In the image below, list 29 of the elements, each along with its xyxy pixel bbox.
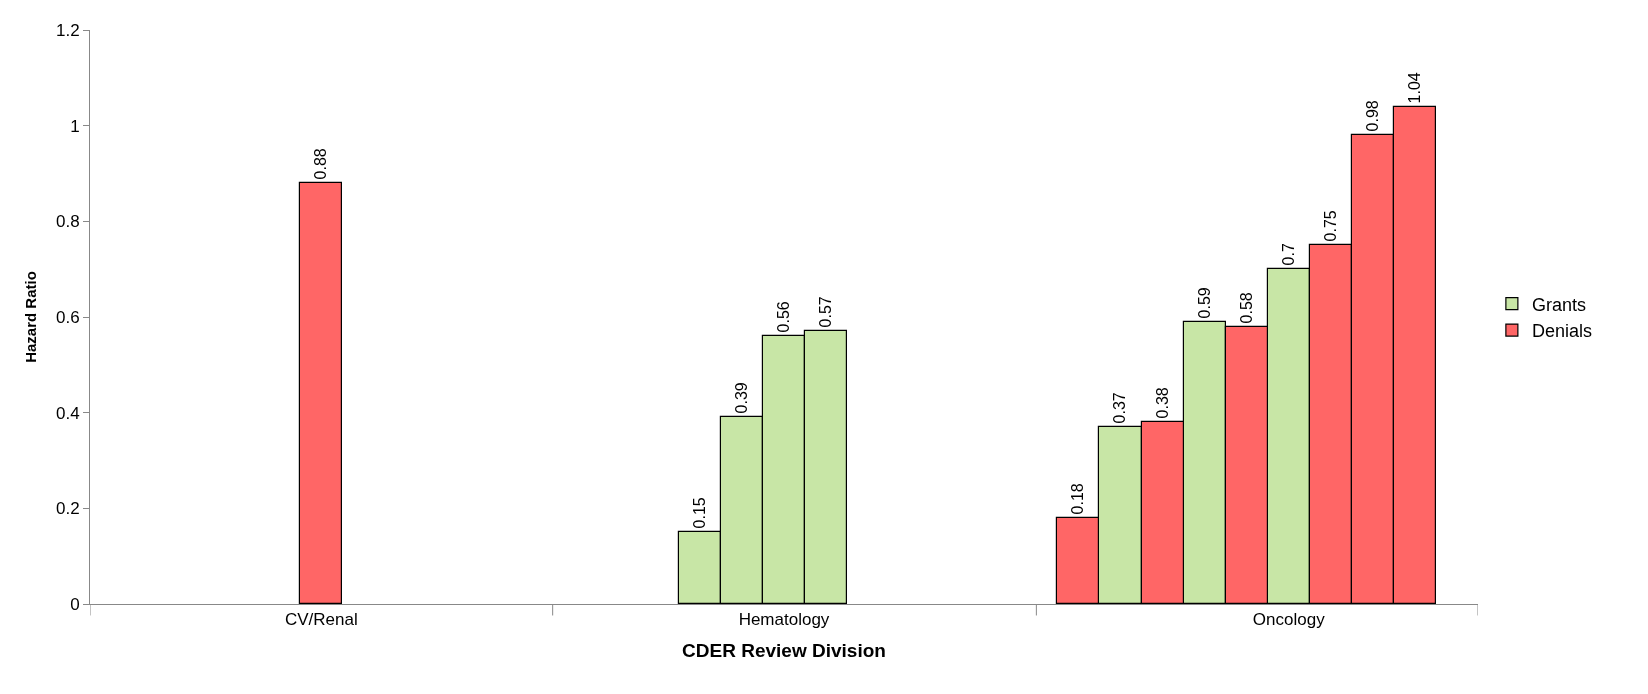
data-label: 0.58 [1237, 292, 1255, 324]
y-tick-label: 0.2 [55, 499, 80, 519]
y-axis-title: Hazard Ratio [22, 271, 40, 363]
x-tick-label: Hematology [738, 610, 830, 630]
data-label: 0.15 [690, 497, 708, 529]
x-tick-label: CV/Renal [284, 610, 358, 630]
y-tick-label: 0.8 [55, 212, 80, 232]
data-label: 0.98 [1363, 100, 1381, 132]
data-label: 0.59 [1195, 287, 1213, 319]
data-label: 0.39 [732, 382, 750, 414]
x-axis-title: CDER Review Division [682, 640, 886, 662]
y-tick-label: 0.6 [55, 307, 80, 327]
legend-label: Denials [1531, 321, 1592, 342]
bar [298, 181, 342, 604]
data-label: 0.75 [1321, 210, 1339, 242]
data-label: 0.88 [311, 148, 329, 180]
data-label: 0.7 [1279, 243, 1297, 266]
data-label: 1.04 [1405, 72, 1423, 104]
data-label: 0.56 [774, 301, 792, 333]
y-tick-label: 1 [70, 116, 80, 136]
x-tick-label: Oncology [1252, 610, 1326, 630]
data-label: 0.38 [1153, 387, 1171, 419]
data-label: 0.37 [1111, 392, 1129, 424]
y-tick-label: 1.2 [55, 20, 80, 40]
y-tick-label: 0 [70, 594, 80, 614]
data-label: 0.18 [1068, 483, 1086, 515]
y-tick-label: 0.4 [55, 403, 80, 423]
data-label: 0.57 [816, 296, 834, 328]
legend-label: Grants [1531, 294, 1586, 315]
